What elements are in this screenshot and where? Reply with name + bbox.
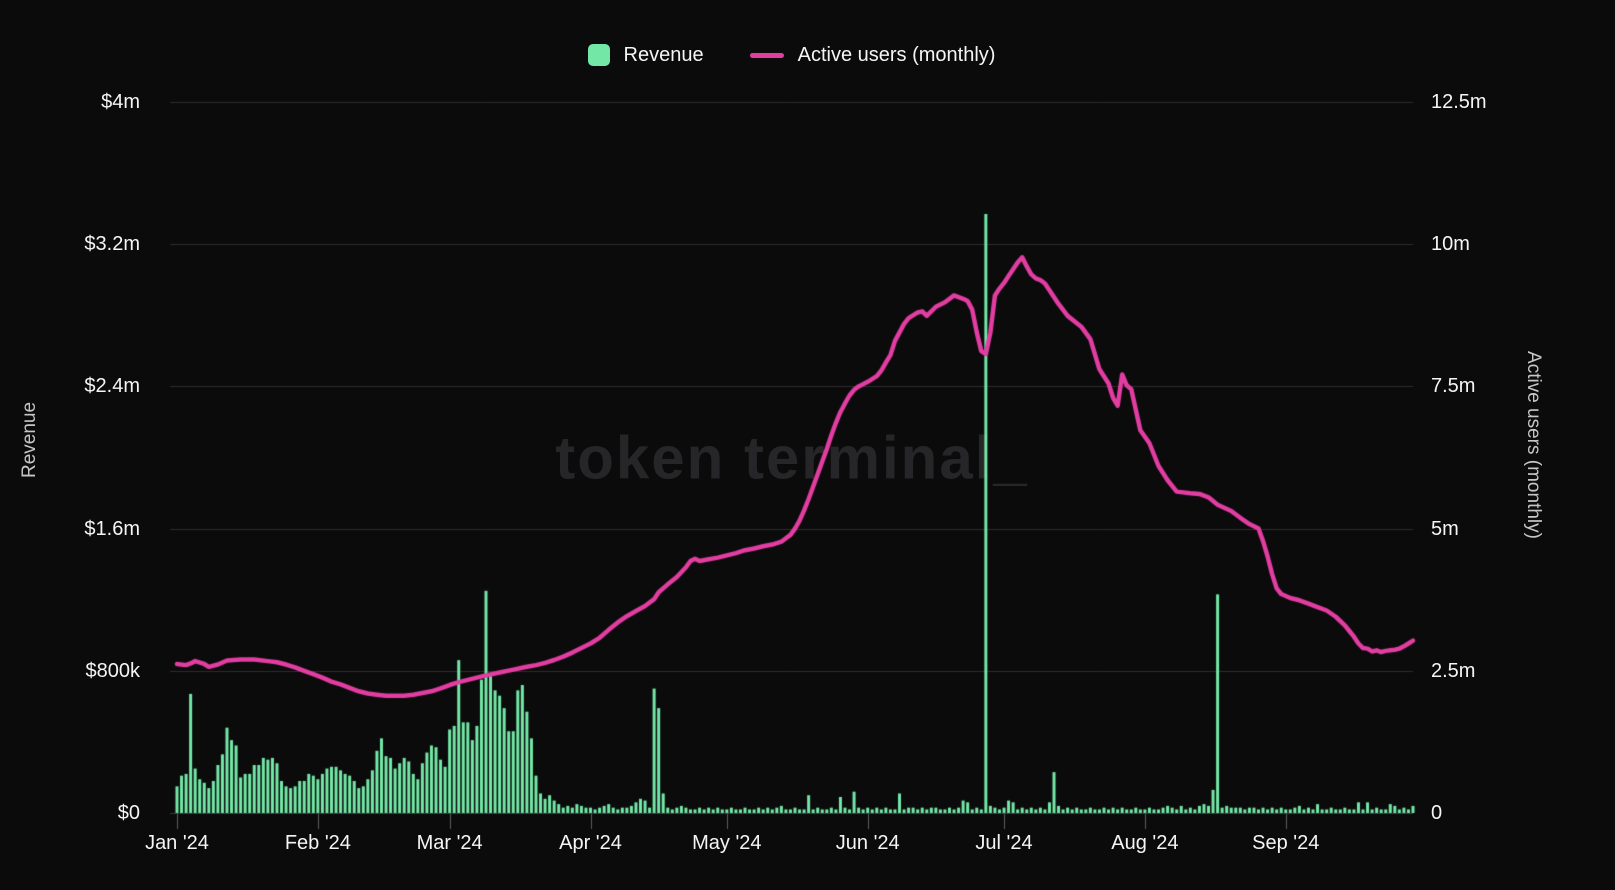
legend-active-users-label: Active users (monthly) xyxy=(797,43,996,66)
legend-revenue-label: Revenue xyxy=(623,43,704,66)
revenue-swatch-icon xyxy=(587,44,610,66)
chart-legend: Revenue Active users (monthly) xyxy=(170,40,1413,70)
legend-item-revenue[interactable]: Revenue xyxy=(587,43,704,67)
active-users-line-icon xyxy=(749,52,784,58)
legend-item-active-users[interactable]: Active users (monthly) xyxy=(749,43,996,67)
